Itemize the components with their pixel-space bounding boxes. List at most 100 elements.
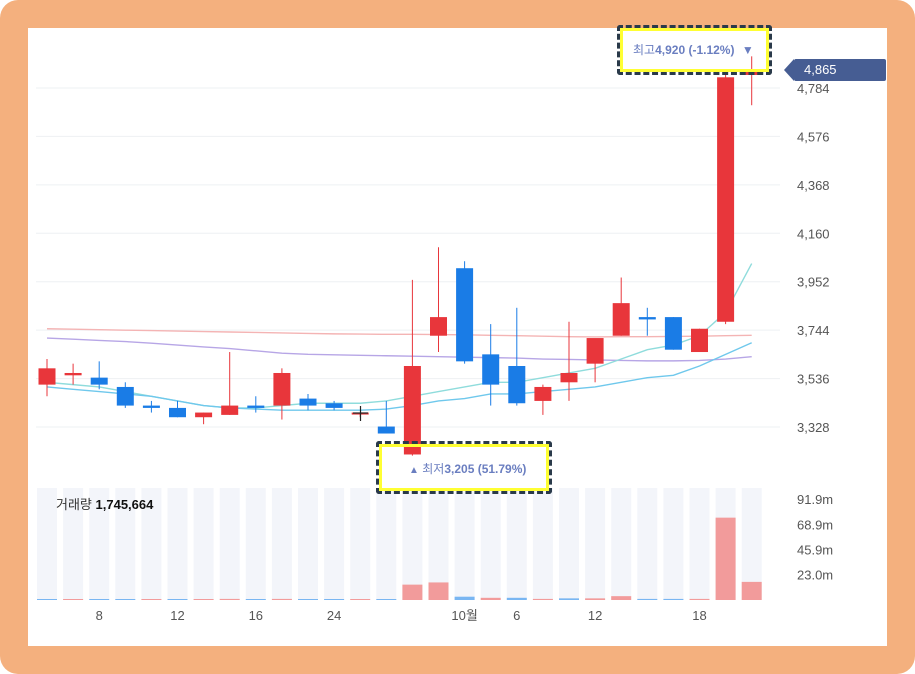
moving-average-lines: [46, 263, 753, 411]
high-label: 최고: [633, 43, 656, 57]
candle-body: [612, 303, 630, 336]
high-annotation-box: [617, 25, 772, 75]
candle-body: [560, 372, 578, 383]
volume-column-bg: [324, 488, 345, 600]
volume-column-bg: [637, 488, 658, 600]
volume-value: 1,745,664: [95, 497, 154, 512]
price-tick-label: 3,328: [797, 420, 830, 435]
date-tick-label: 6: [513, 608, 520, 623]
candle-body: [456, 268, 474, 362]
volume-header: 거래량 1,745,664: [56, 494, 153, 513]
candle-body: [38, 368, 56, 385]
date-tick-label: 24: [327, 608, 341, 623]
volume-bar: [428, 582, 449, 600]
volume-column-bg: [298, 488, 318, 600]
volume-column-bg: [559, 488, 579, 600]
candle-body: [430, 317, 447, 336]
candle-body: [169, 407, 186, 418]
volume-column-bg: [506, 488, 527, 600]
price-axis: 3,328 3,536 3,744 3,952 4,160 4,368 4,576 4,784: [797, 81, 830, 435]
candle-body: [195, 412, 213, 418]
volume-bar: [271, 598, 292, 600]
low-annotation-box: [376, 441, 552, 494]
down-arrow-icon: ▼: [741, 43, 754, 57]
volume-bar: [115, 599, 136, 600]
volume-bar: [245, 599, 266, 600]
volume-bars: [37, 517, 762, 600]
candle-body: [534, 386, 552, 401]
volume-column-bg: [167, 488, 188, 600]
candle-body: [717, 77, 735, 322]
volume-tick-label: 68.9m: [797, 517, 833, 532]
volume-bar: [350, 599, 371, 600]
volume-bar: [89, 599, 110, 600]
candle-body: [247, 405, 265, 408]
high-value: 4,920 (-1.12%): [655, 43, 735, 57]
crosshair-cursor: [353, 406, 368, 421]
volume-tick-label: 45.9m: [797, 543, 833, 558]
volume-bar: [715, 517, 736, 600]
price-tick-label: 4,784: [797, 81, 830, 96]
volume-bar: [663, 598, 684, 600]
high-annotation: 최고4,920 (-1.12%) ▼: [633, 41, 754, 58]
volume-bar: [63, 599, 84, 600]
candle-body: [691, 328, 708, 353]
candle-body: [482, 354, 500, 385]
volume-column-bg: [89, 488, 110, 600]
volume-column-bg: [219, 488, 240, 600]
price-tick-label: 4,160: [797, 226, 830, 241]
volume-bar: [480, 597, 501, 600]
volume-column-bg: [663, 488, 684, 600]
low-annotation: ▲ 최저3,205 (51.79%): [409, 460, 526, 477]
moving-average-line: [46, 337, 752, 362]
last-price-tag: 4,865: [784, 59, 886, 81]
volume-column-bg: [271, 488, 292, 600]
volume-column-bg: [689, 488, 710, 600]
volume-bar: [219, 598, 240, 600]
date-axis: 8 12 16 24 10월 6 12 18: [96, 608, 707, 623]
volume-bar: [585, 598, 606, 600]
volume-bar: [141, 599, 162, 600]
volume-bar: [689, 598, 710, 600]
volume-bar: [611, 596, 632, 600]
date-tick-label: 12: [170, 608, 184, 623]
volume-bar: [402, 584, 423, 600]
volume-column-bg: [480, 488, 501, 600]
candle-body: [221, 405, 239, 415]
candle-body: [325, 403, 343, 408]
volume-column-bg: [350, 488, 371, 600]
volume-bar: [37, 599, 57, 600]
candle-body: [664, 317, 682, 350]
date-tick-label: 10월: [451, 608, 477, 623]
volume-column-bg: [585, 488, 606, 600]
date-tick-label: 8: [96, 608, 103, 623]
volume-column-bg: [532, 488, 553, 600]
candle-body: [64, 372, 82, 376]
moving-average-line: [46, 342, 752, 411]
candle-body: [90, 377, 108, 385]
volume-column-bg: [741, 488, 762, 600]
volume-column-bg: [376, 488, 397, 600]
price-tick-label: 3,952: [797, 275, 830, 290]
volume-column-bg: [245, 488, 266, 600]
date-tick-label: 16: [249, 608, 263, 623]
volume-column-bg: [37, 488, 57, 600]
volume-tick-label: 23.0m: [797, 568, 833, 583]
volume-bar: [324, 599, 345, 600]
candle-body: [586, 338, 604, 364]
volume-bar: [376, 599, 397, 600]
candle-body: [508, 365, 526, 404]
price-tick-label: 3,744: [797, 323, 830, 338]
price-tick-label: 4,368: [797, 178, 830, 193]
volume-bar: [506, 597, 527, 600]
up-arrow-icon: ▲: [409, 465, 419, 476]
volume-bar: [559, 598, 579, 600]
volume-bar: [454, 596, 475, 600]
volume-tick-label: 91.9m: [797, 492, 833, 507]
volume-bar: [193, 599, 214, 600]
price-tick-label: 3,536: [797, 372, 830, 387]
moving-average-line: [46, 263, 753, 409]
volume-column-bg: [402, 488, 423, 600]
volume-label: 거래량: [56, 497, 92, 512]
